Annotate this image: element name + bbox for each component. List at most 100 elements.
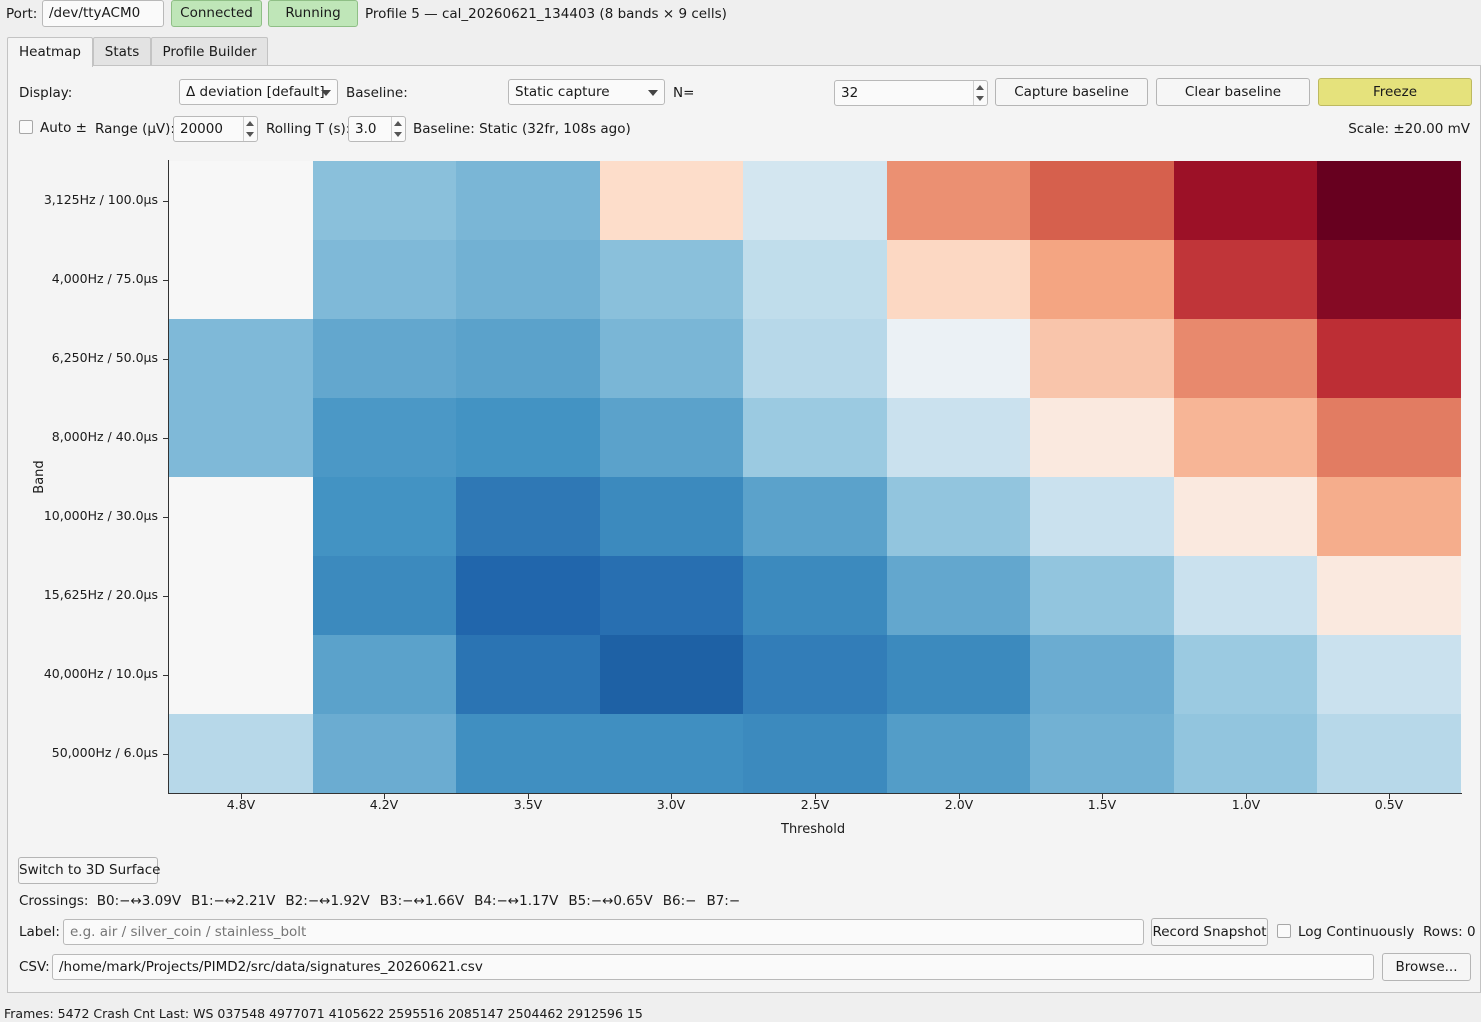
heatmap-cell[interactable] — [1030, 240, 1175, 320]
heatmap-cell[interactable] — [1317, 477, 1462, 557]
switch-3d-button[interactable]: Switch to 3D Surface — [18, 857, 160, 884]
heatmap-cell[interactable] — [743, 161, 888, 241]
heatmap-cell[interactable] — [312, 477, 457, 557]
heatmap-cell[interactable] — [456, 635, 601, 715]
heatmap-cell[interactable] — [1317, 398, 1462, 478]
rolling-spinbox[interactable]: 3.0 — [348, 116, 406, 142]
heatmap-cell[interactable] — [456, 556, 601, 636]
heatmap-cell[interactable] — [599, 556, 744, 636]
heatmap-cell[interactable] — [1317, 635, 1462, 715]
log-continuously-checkbox[interactable] — [1277, 924, 1291, 938]
heatmap-cell[interactable] — [1173, 240, 1318, 320]
csv-path-input[interactable]: /home/mark/Projects/PIMD2/src/data/signa… — [52, 954, 1374, 980]
heatmap-cell[interactable] — [456, 477, 601, 557]
heatmap-cell[interactable] — [1317, 714, 1462, 794]
heatmap-cell[interactable] — [169, 714, 314, 794]
heatmap-cell[interactable] — [743, 635, 888, 715]
browse-button[interactable]: Browse... — [1382, 953, 1471, 981]
heatmap-cell[interactable] — [312, 714, 457, 794]
heatmap-cell[interactable] — [1030, 635, 1175, 715]
heatmap-cell[interactable] — [1030, 714, 1175, 794]
heatmap-cell[interactable] — [1173, 714, 1318, 794]
heatmap-cell[interactable] — [599, 240, 744, 320]
heatmap-cell[interactable] — [312, 240, 457, 320]
heatmap-cell[interactable] — [312, 556, 457, 636]
heatmap-cell[interactable] — [599, 319, 744, 399]
heatmap-cell[interactable] — [743, 556, 888, 636]
heatmap-cell[interactable] — [456, 161, 601, 241]
n-spinbox[interactable]: 32 — [834, 80, 988, 106]
heatmap-cell[interactable] — [886, 477, 1031, 557]
heatmap-cell[interactable] — [886, 161, 1031, 241]
range-spinbox[interactable]: 20000 — [173, 116, 258, 142]
baseline-select[interactable]: Static capture — [508, 79, 665, 105]
heatmap-cell[interactable] — [743, 240, 888, 320]
heatmap-cell[interactable] — [169, 635, 314, 715]
heatmap-cell[interactable] — [1173, 477, 1318, 557]
heatmap-cell[interactable] — [312, 398, 457, 478]
heatmap-cell[interactable] — [1317, 556, 1462, 636]
spin-down-icon[interactable] — [976, 96, 984, 101]
spin-up-icon[interactable] — [394, 121, 402, 126]
record-snapshot-button[interactable]: Record Snapshot — [1151, 918, 1268, 946]
spin-down-icon[interactable] — [394, 132, 402, 137]
clear-baseline-button[interactable]: Clear baseline — [1156, 78, 1310, 106]
heatmap-cell[interactable] — [1173, 635, 1318, 715]
heatmap-cell[interactable] — [1317, 161, 1462, 241]
heatmap-cell[interactable] — [743, 319, 888, 399]
heatmap-cell[interactable] — [169, 398, 314, 478]
heatmap-cell[interactable] — [169, 161, 314, 241]
heatmap-cell[interactable] — [169, 556, 314, 636]
heatmap-cell[interactable] — [743, 714, 888, 794]
label-input[interactable] — [63, 919, 1144, 945]
heatmap-cell[interactable] — [599, 161, 744, 241]
heatmap-cell[interactable] — [599, 398, 744, 478]
heatmap-cell[interactable] — [886, 556, 1031, 636]
heatmap-cell[interactable] — [599, 635, 744, 715]
heatmap-cell[interactable] — [1317, 319, 1462, 399]
heatmap-cell[interactable] — [169, 240, 314, 320]
heatmap-cell[interactable] — [456, 319, 601, 399]
heatmap-cell[interactable] — [1317, 240, 1462, 320]
heatmap-cell[interactable] — [1173, 398, 1318, 478]
heatmap-cell[interactable] — [456, 240, 601, 320]
heatmap-cell[interactable] — [886, 398, 1031, 478]
heatmap-cell[interactable] — [312, 635, 457, 715]
heatmap-cell[interactable] — [456, 398, 601, 478]
heatmap-cell[interactable] — [886, 240, 1031, 320]
heatmap-cell[interactable] — [456, 714, 601, 794]
running-button[interactable]: Running — [268, 0, 358, 27]
heatmap-cell[interactable] — [1030, 398, 1175, 478]
tab-profile-builder[interactable]: Profile Builder — [151, 37, 268, 66]
spin-down-icon[interactable] — [246, 132, 254, 137]
spin-up-icon[interactable] — [246, 121, 254, 126]
freeze-button[interactable]: Freeze — [1318, 78, 1472, 106]
heatmap-cell[interactable] — [886, 319, 1031, 399]
heatmap-cell[interactable] — [1030, 477, 1175, 557]
heatmap-cell[interactable] — [743, 398, 888, 478]
capture-baseline-button[interactable]: Capture baseline — [995, 78, 1148, 106]
port-input[interactable]: /dev/ttyACM0 — [42, 0, 164, 27]
tab-stats[interactable]: Stats — [93, 37, 151, 66]
connected-button[interactable]: Connected — [171, 0, 262, 27]
spin-up-icon[interactable] — [976, 85, 984, 90]
heatmap-cell[interactable] — [169, 319, 314, 399]
heatmap-cell[interactable] — [886, 635, 1031, 715]
heatmap-cell[interactable] — [1030, 556, 1175, 636]
heatmap-cell[interactable] — [599, 714, 744, 794]
display-select[interactable]: Δ deviation [default] — [179, 79, 338, 105]
heatmap-cell[interactable] — [1173, 319, 1318, 399]
heatmap-cell[interactable] — [886, 714, 1031, 794]
tab-heatmap[interactable]: Heatmap — [7, 37, 93, 67]
heatmap-cell[interactable] — [169, 477, 314, 557]
heatmap-cell[interactable] — [312, 319, 457, 399]
heatmap-cell[interactable] — [1173, 161, 1318, 241]
heatmap-grid[interactable] — [169, 161, 1462, 794]
heatmap-cell[interactable] — [743, 477, 888, 557]
heatmap-cell[interactable] — [1030, 161, 1175, 241]
heatmap-cell[interactable] — [312, 161, 457, 241]
auto-checkbox[interactable] — [19, 120, 33, 134]
heatmap-cell[interactable] — [1030, 319, 1175, 399]
heatmap-cell[interactable] — [599, 477, 744, 557]
heatmap-cell[interactable] — [1173, 556, 1318, 636]
